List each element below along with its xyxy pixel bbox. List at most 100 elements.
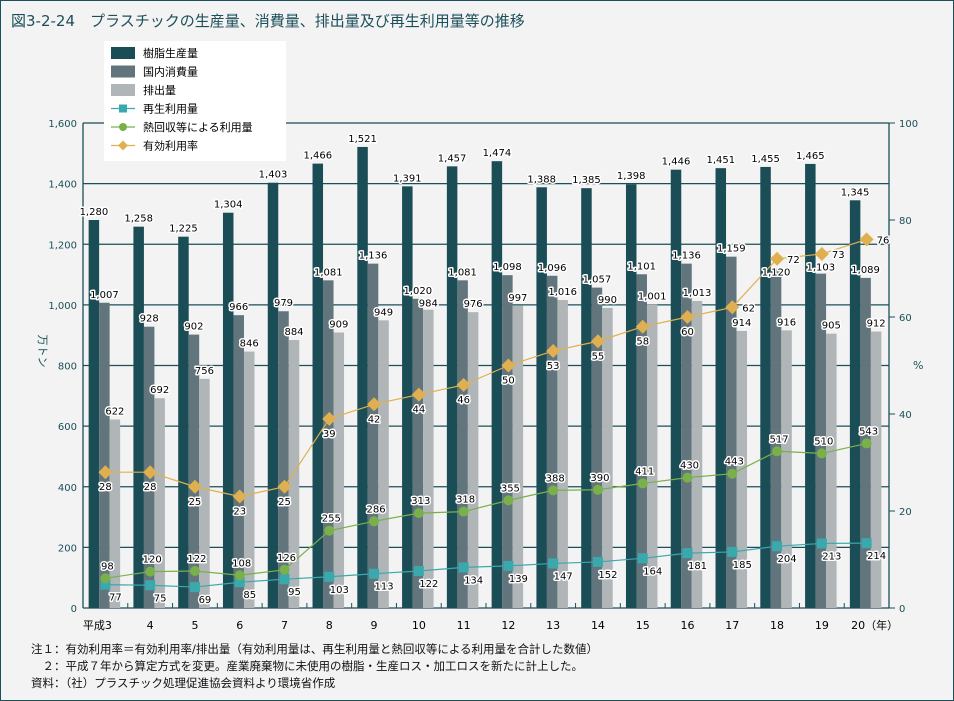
bar-2 — [109, 419, 121, 608]
y2-tick-label: 0 — [899, 604, 905, 615]
data-label: 902 — [184, 322, 203, 333]
data-label: 213 — [822, 551, 841, 562]
data-label: 510 — [814, 436, 833, 447]
legend-label: 樹脂生産量 — [143, 46, 198, 60]
data-label: 98 — [101, 561, 114, 572]
data-label: 1,096 — [538, 263, 567, 274]
data-label: 388 — [546, 473, 565, 484]
data-label: 1,001 — [638, 292, 667, 303]
chart-title: 図3-2-24 プラスチックの生産量、消費量、排出量及び再生利用量等の推移 — [11, 12, 525, 30]
data-label: 60 — [681, 327, 694, 338]
data-label: 1,304 — [214, 200, 243, 211]
data-label: 1,081 — [314, 267, 343, 278]
x-tick-label: 16 — [681, 619, 695, 632]
data-label: 443 — [725, 457, 744, 468]
data-label: 976 — [464, 299, 483, 310]
data-label: 147 — [554, 571, 573, 582]
bar-2 — [691, 300, 703, 608]
bar-2 — [781, 330, 792, 608]
data-label: 1,013 — [683, 288, 712, 299]
data-label: 53 — [547, 361, 560, 372]
marker-diamond — [680, 310, 695, 324]
data-label: 286 — [367, 504, 386, 515]
marker-diamond — [501, 358, 516, 373]
y-tick-label: 400 — [58, 483, 77, 494]
data-label: 126 — [277, 553, 296, 564]
bar-2 — [557, 300, 568, 608]
data-label: 181 — [688, 561, 707, 572]
bar-0 — [88, 220, 100, 608]
legend-label: 再生利用量 — [143, 102, 198, 116]
marker-square — [637, 553, 648, 564]
data-label: 905 — [822, 321, 841, 332]
x-tick-label: 9 — [371, 619, 378, 632]
marker-circle — [413, 508, 424, 519]
marker-circle — [548, 485, 559, 496]
data-label: 85 — [243, 590, 256, 601]
bar-2 — [378, 320, 389, 608]
data-label: 1,101 — [627, 261, 656, 272]
y-tick-label: 800 — [58, 362, 77, 373]
marker-diamond — [411, 387, 426, 402]
bar-1 — [591, 287, 603, 608]
bar-2 — [423, 309, 434, 608]
data-label: 46 — [457, 395, 470, 406]
bar-2 — [288, 340, 300, 608]
data-label: 55 — [592, 351, 605, 362]
data-label: 313 — [411, 496, 430, 507]
bar-1 — [502, 275, 513, 608]
data-label: 966 — [229, 302, 248, 313]
data-label: 1,391 — [393, 173, 422, 184]
marker-square — [279, 574, 290, 585]
marker-diamond — [546, 343, 561, 358]
marker-circle — [189, 566, 200, 577]
marker-square — [682, 548, 693, 559]
bar-2 — [646, 304, 658, 608]
data-label: 1,403 — [259, 170, 288, 181]
x-tick-label: 平成3 — [83, 619, 112, 632]
bar-0 — [849, 200, 861, 608]
data-label: 1,225 — [169, 224, 198, 235]
marker-diamond — [98, 465, 113, 480]
y-tick-label: 1,200 — [48, 240, 77, 251]
data-label: 1,258 — [124, 214, 153, 225]
marker-diamond — [635, 319, 650, 334]
series-line — [105, 238, 867, 498]
marker-circle — [772, 446, 783, 457]
data-label: 1,120 — [762, 268, 791, 279]
data-label: 1,081 — [448, 267, 477, 278]
data-label: 997 — [508, 293, 527, 304]
x-tick-label: 5 — [191, 619, 198, 632]
legend-swatch — [111, 65, 135, 78]
legend-label: 熱回収等による利用量 — [143, 120, 253, 134]
data-label: 25 — [189, 497, 202, 508]
bar-1 — [457, 280, 468, 608]
data-label: 185 — [733, 560, 752, 571]
bar-1 — [546, 275, 558, 608]
marker-square — [772, 541, 783, 552]
data-label: 1,385 — [572, 175, 601, 186]
legend-box — [104, 41, 286, 161]
data-label: 1,136 — [359, 251, 388, 262]
legend-marker — [118, 140, 128, 151]
bar-0 — [357, 146, 368, 608]
data-label: 28 — [144, 482, 157, 493]
marker-diamond — [322, 411, 337, 426]
marker-circle — [861, 438, 872, 449]
x-tick-label: 19 — [815, 619, 829, 632]
data-label: 1,521 — [348, 134, 377, 145]
data-label: 134 — [464, 575, 483, 586]
bar-1 — [323, 280, 334, 608]
data-label: 1,465 — [796, 151, 825, 162]
bar-0 — [178, 236, 189, 608]
marker-circle — [100, 573, 111, 584]
marker-diamond — [456, 377, 471, 392]
marker-circle — [637, 478, 648, 489]
data-label: 884 — [284, 327, 303, 338]
y2-axis-label: % — [913, 359, 923, 372]
data-label: 28 — [99, 482, 112, 493]
bar-2 — [870, 331, 882, 608]
data-label: 77 — [109, 593, 122, 604]
bar-0 — [805, 163, 816, 608]
y2-tick-label: 60 — [899, 313, 912, 324]
